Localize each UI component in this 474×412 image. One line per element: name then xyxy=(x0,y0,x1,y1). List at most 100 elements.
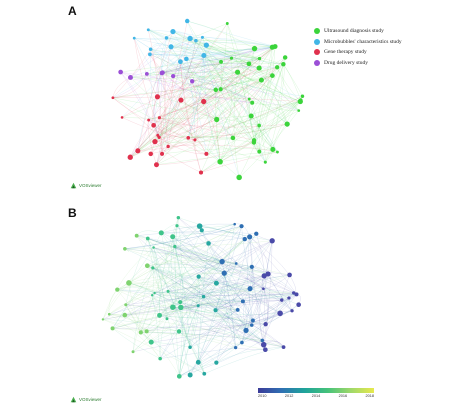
network-edge xyxy=(164,46,172,147)
network-edge xyxy=(179,305,199,377)
network-node xyxy=(190,79,195,84)
network-edge xyxy=(198,276,263,341)
network-edge xyxy=(178,331,217,363)
network-edge xyxy=(161,232,243,343)
network-edge xyxy=(180,301,264,345)
network-edge xyxy=(132,283,217,352)
network-edge xyxy=(289,274,297,294)
network-edge xyxy=(151,296,204,343)
network-edge xyxy=(102,240,273,320)
network-edge xyxy=(252,297,290,321)
legend-dot-green xyxy=(314,28,320,35)
network-edge xyxy=(128,282,238,311)
network-node xyxy=(178,59,183,65)
network-edge xyxy=(259,64,284,152)
network-node xyxy=(188,345,192,349)
network-edge xyxy=(245,240,273,331)
network-edge xyxy=(203,101,278,153)
network-edge xyxy=(190,304,299,376)
network-edge xyxy=(137,55,205,151)
legend-dot-purple xyxy=(314,59,320,66)
network-edge xyxy=(194,95,303,141)
panel-b-letter: B xyxy=(68,206,77,220)
network-edge xyxy=(159,79,262,118)
cooccurrence-network-cluster xyxy=(111,18,305,181)
network-edge xyxy=(219,48,255,162)
network-edge xyxy=(128,225,242,284)
network-edge xyxy=(148,119,189,139)
network-edge xyxy=(102,319,180,332)
network-edge xyxy=(170,236,181,303)
network-edge xyxy=(174,246,223,262)
network-edge xyxy=(216,63,250,120)
vosviewer-icon xyxy=(70,396,77,403)
network-node xyxy=(144,71,149,76)
network-node xyxy=(221,270,227,276)
network-edge xyxy=(241,226,266,325)
network-edge xyxy=(124,297,289,316)
network-edge xyxy=(153,37,167,126)
network-edge xyxy=(198,276,282,301)
network-node xyxy=(206,241,211,246)
network-edge xyxy=(161,232,254,321)
network-edge xyxy=(172,306,284,348)
network-edge xyxy=(112,88,221,99)
network-edge xyxy=(157,89,221,136)
network-edge xyxy=(241,288,251,343)
network-edge xyxy=(134,38,158,97)
network-node xyxy=(213,280,219,286)
network-edge xyxy=(128,282,181,303)
network-node xyxy=(254,231,259,236)
network-edge xyxy=(220,61,223,90)
network-node xyxy=(187,35,193,42)
network-edge xyxy=(172,236,281,314)
network-node xyxy=(225,22,229,25)
network-edge xyxy=(252,101,301,106)
network-edge xyxy=(154,266,252,294)
network-edge xyxy=(168,291,243,302)
network-edge xyxy=(215,310,264,345)
network-edge xyxy=(199,225,250,238)
network-edge xyxy=(140,332,263,341)
network-edge xyxy=(154,292,284,348)
network-edge xyxy=(132,238,245,352)
network-node xyxy=(281,345,286,349)
network-edge xyxy=(153,61,222,126)
network-edge xyxy=(130,67,278,158)
network-node xyxy=(281,61,286,67)
network-edge xyxy=(152,267,217,284)
network-edge xyxy=(147,238,154,296)
network-node xyxy=(297,109,301,112)
network-edge xyxy=(157,57,232,97)
network-edge xyxy=(152,267,236,348)
network-edge xyxy=(203,275,265,297)
network-node xyxy=(187,372,193,378)
network-node xyxy=(158,356,162,361)
network-edge xyxy=(189,288,264,348)
network-node xyxy=(243,327,249,334)
network-node xyxy=(204,151,209,156)
network-edge xyxy=(203,55,278,69)
network-edge xyxy=(265,99,301,163)
network-node xyxy=(195,359,201,365)
network-node xyxy=(256,65,262,71)
network-edge xyxy=(159,294,297,316)
network-edge xyxy=(180,46,273,62)
network-edge xyxy=(128,282,238,311)
network-node xyxy=(269,44,275,50)
network-node xyxy=(290,309,294,313)
network-edge xyxy=(189,240,273,376)
network-node xyxy=(178,300,183,305)
legend-item-gene-therapy: Gene therapy study xyxy=(314,47,402,58)
network-edge xyxy=(150,49,273,76)
network-edge xyxy=(137,71,238,152)
network-edge xyxy=(173,75,253,104)
legend-item-microbubbles: Microbubbles' characteristics study xyxy=(314,37,402,48)
network-node xyxy=(166,144,170,149)
network-edge xyxy=(130,119,217,158)
network-edge xyxy=(112,67,278,99)
network-edge xyxy=(117,285,169,292)
network-node xyxy=(135,148,141,154)
network-edge xyxy=(232,57,286,139)
network-node xyxy=(120,116,124,119)
